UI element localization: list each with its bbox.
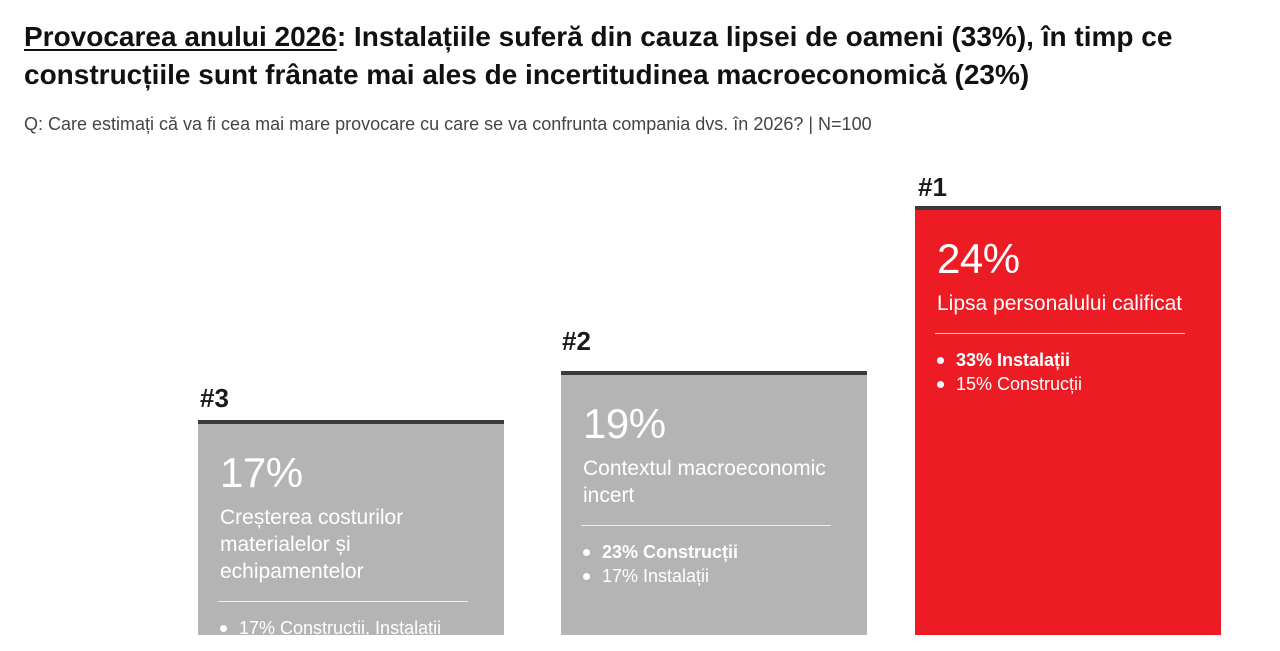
podium-card-2: 19% Contextul macroeconomic incert 23% C… [561, 371, 867, 635]
chart-title-rest: : Instalațiile suferă din cauza lipsei d… [24, 21, 1173, 90]
card-breakdown-list: 33% Instalații 15% Construcții [937, 348, 1199, 396]
breakdown-item: 17% Construcții, Instalații [220, 616, 482, 640]
podium-card-3: 17% Creșterea costurilor materialelor și… [198, 420, 504, 638]
card-divider [935, 333, 1185, 334]
card-category: Creșterea costurilor materialelor și ech… [220, 506, 404, 583]
rank-label-1: #1 [918, 172, 947, 202]
chart-title: Provocarea anului 2026: Instalațiile suf… [24, 18, 1264, 94]
rank-label-3: #3 [200, 383, 229, 413]
breakdown-item: 17% Instalații [583, 564, 845, 588]
card-category: Lipsa personalului calificat [937, 292, 1183, 315]
breakdown-item: 33% Instalații [937, 348, 1199, 372]
breakdown-item: 15% Construcții [937, 372, 1199, 396]
card-breakdown-list: 17% Construcții, Instalații [220, 616, 482, 640]
card-divider [581, 525, 831, 526]
card-divider [218, 601, 468, 602]
chart-title-lead: Provocarea anului 2026 [24, 21, 337, 52]
card-category: Contextul macroeconomic incert [583, 457, 826, 507]
breakdown-item: 23% Construcții [583, 540, 845, 564]
card-value: 19% [583, 400, 666, 447]
card-value: 24% [937, 235, 1020, 282]
survey-question: Q: Care estimați că va fi cea mai mare p… [24, 114, 872, 134]
rank-label-2: #2 [562, 326, 591, 356]
podium-card-1: 24% Lipsa personalului calificat 33% Ins… [915, 206, 1221, 635]
card-breakdown-list: 23% Construcții 17% Instalații [583, 540, 845, 588]
card-value: 17% [220, 449, 303, 496]
